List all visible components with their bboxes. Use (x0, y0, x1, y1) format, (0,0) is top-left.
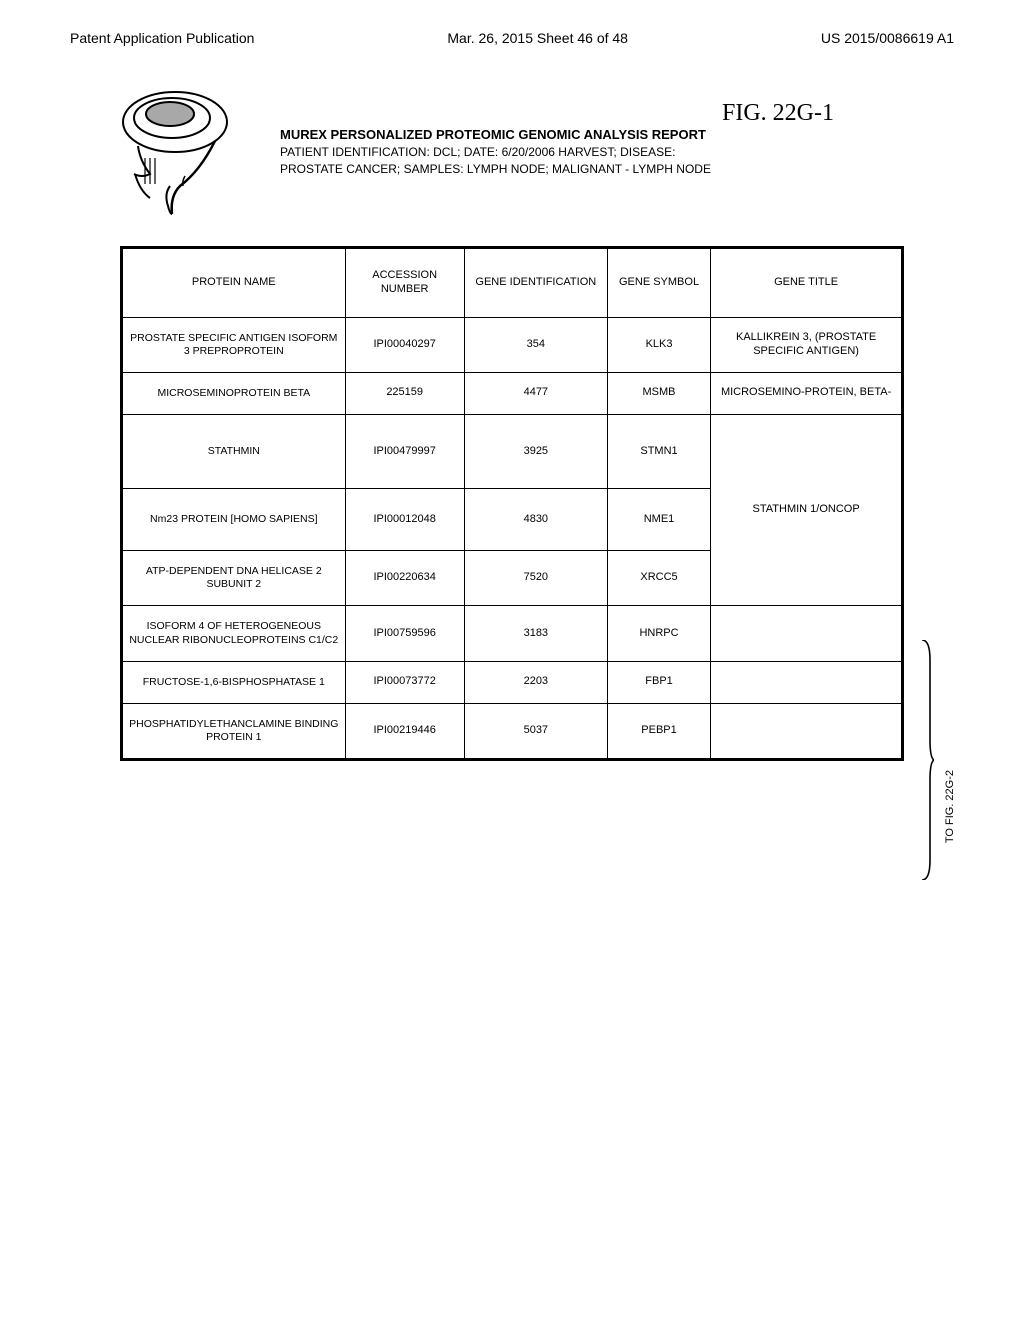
protein-table-wrap: PROTEIN NAME ACCESSION NUMBER GENE IDENT… (120, 246, 904, 761)
cell-accession: IPI00219446 (345, 703, 464, 758)
col-gene-title: GENE TITLE (711, 249, 902, 318)
cell-protein-name: Nm23 PROTEIN [HOMO SAPIENS] (123, 489, 346, 551)
cell-accession: IPI00759596 (345, 606, 464, 661)
murex-shell-icon (120, 86, 260, 226)
table-row: STATHMIN IPI00479997 3925 STMN1 STATHMIN… (123, 414, 902, 488)
cell-protein-name: ATP-DEPENDENT DNA HELICASE 2 SUBUNIT 2 (123, 551, 346, 606)
cell-accession: IPI00073772 (345, 661, 464, 703)
cell-gene-id: 4830 (464, 489, 607, 551)
table-row: MICROSEMINOPROTEIN BETA 225159 4477 MSMB… (123, 372, 902, 414)
table-row: ISOFORM 4 OF HETEROGENEOUS NUCLEAR RIBON… (123, 606, 902, 661)
cell-gene-symbol: MSMB (607, 372, 710, 414)
cell-accession: 225159 (345, 372, 464, 414)
col-gene-identification: GENE IDENTIFICATION (464, 249, 607, 318)
cell-gene-title: KALLIKREIN 3, (PROSTATE SPECIFIC ANTIGEN… (711, 317, 902, 372)
report-header: MUREX PERSONALIZED PROTEOMIC GENOMIC ANA… (0, 66, 1024, 236)
report-title-block: MUREX PERSONALIZED PROTEOMIC GENOMIC ANA… (280, 86, 711, 178)
cell-protein-name: ISOFORM 4 OF HETEROGENEOUS NUCLEAR RIBON… (123, 606, 346, 661)
publication-label: Patent Application Publication (70, 30, 254, 46)
cell-protein-name: STATHMIN (123, 414, 346, 488)
continuation-brace-icon (920, 640, 934, 880)
report-subtitle-2: PROSTATE CANCER; SAMPLES: LYMPH NODE; MA… (280, 161, 711, 178)
table-header-row: PROTEIN NAME ACCESSION NUMBER GENE IDENT… (123, 249, 902, 318)
table-body: PROSTATE SPECIFIC ANTIGEN ISOFORM 3 PREP… (123, 317, 902, 759)
cell-protein-name: PHOSPHATIDYLETHANCLAMINE BINDING PROTEIN… (123, 703, 346, 758)
cell-gene-title-merged: STATHMIN 1/ONCOP (711, 414, 902, 606)
cell-gene-id: 4477 (464, 372, 607, 414)
col-gene-symbol: GENE SYMBOL (607, 249, 710, 318)
report-title: MUREX PERSONALIZED PROTEOMIC GENOMIC ANA… (280, 126, 711, 144)
cell-gene-title (711, 661, 902, 703)
publication-code: US 2015/0086619 A1 (821, 30, 954, 46)
cell-gene-title (711, 606, 902, 661)
cell-gene-title: MICROSEMINO-PROTEIN, BETA- (711, 372, 902, 414)
table-row: FRUCTOSE-1,6-BISPHOSPHATASE 1 IPI0007377… (123, 661, 902, 703)
cell-accession: IPI00040297 (345, 317, 464, 372)
cell-protein-name: MICROSEMINOPROTEIN BETA (123, 372, 346, 414)
cell-accession: IPI00220634 (345, 551, 464, 606)
cell-protein-name: PROSTATE SPECIFIC ANTIGEN ISOFORM 3 PREP… (123, 317, 346, 372)
cell-gene-symbol: STMN1 (607, 414, 710, 488)
protein-table: PROTEIN NAME ACCESSION NUMBER GENE IDENT… (122, 248, 902, 759)
cell-gene-id: 5037 (464, 703, 607, 758)
date-sheet-label: Mar. 26, 2015 Sheet 46 of 48 (447, 30, 628, 46)
figure-label: FIG. 22G-1 (722, 100, 834, 127)
continuation-label: TO FIG. 22G-2 (944, 770, 956, 843)
cell-gene-id: 3183 (464, 606, 607, 661)
cell-gene-title (711, 703, 902, 758)
page-header: Patent Application Publication Mar. 26, … (0, 0, 1024, 66)
table-row: PROSTATE SPECIFIC ANTIGEN ISOFORM 3 PREP… (123, 317, 902, 372)
cell-gene-symbol: KLK3 (607, 317, 710, 372)
cell-gene-id: 3925 (464, 414, 607, 488)
cell-accession: IPI00012048 (345, 489, 464, 551)
cell-gene-symbol: HNRPC (607, 606, 710, 661)
col-protein-name: PROTEIN NAME (123, 249, 346, 318)
report-subtitle-1: PATIENT IDENTIFICATION: DCL; DATE: 6/20/… (280, 144, 711, 161)
col-accession-number: ACCESSION NUMBER (345, 249, 464, 318)
cell-gene-symbol: PEBP1 (607, 703, 710, 758)
cell-gene-symbol: XRCC5 (607, 551, 710, 606)
cell-accession: IPI00479997 (345, 414, 464, 488)
cell-gene-id: 2203 (464, 661, 607, 703)
table-row: PHOSPHATIDYLETHANCLAMINE BINDING PROTEIN… (123, 703, 902, 758)
cell-gene-id: 7520 (464, 551, 607, 606)
cell-gene-symbol: NME1 (607, 489, 710, 551)
cell-gene-id: 354 (464, 317, 607, 372)
cell-gene-symbol: FBP1 (607, 661, 710, 703)
cell-protein-name: FRUCTOSE-1,6-BISPHOSPHATASE 1 (123, 661, 346, 703)
